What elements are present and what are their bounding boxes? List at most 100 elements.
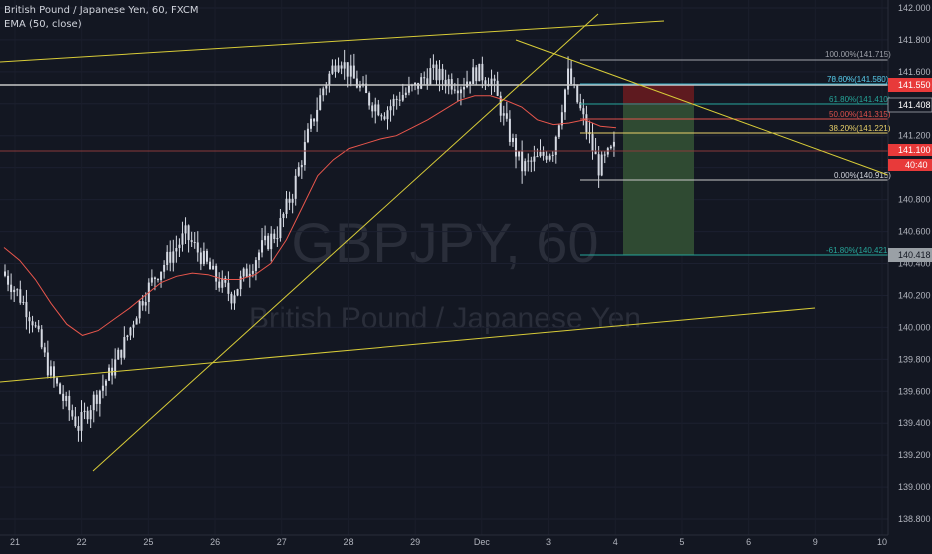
time-axis[interactable]: 21 22 25 26 27 28 29 Dec 3 4 5 6 9 10	[0, 534, 888, 547]
candle-body	[365, 83, 368, 93]
candle-body	[120, 349, 123, 358]
candle-body	[524, 161, 527, 172]
fib-label-0: 0.00%(140.915)	[834, 171, 891, 180]
price-tick-label: 139.600	[898, 386, 931, 396]
candle-body	[163, 264, 166, 272]
candle-body	[420, 77, 423, 89]
candle-body	[209, 261, 212, 270]
candle-body	[233, 295, 236, 304]
candle-body	[175, 248, 178, 252]
candle-body	[423, 77, 426, 79]
candle-body	[52, 366, 55, 379]
price-label-140418: 140.418	[898, 250, 931, 260]
time-tick-label: 5	[679, 537, 684, 547]
candle-body	[609, 146, 612, 149]
price-tick-label: 138.800	[898, 514, 931, 524]
candle-body	[334, 65, 337, 72]
candle-body	[92, 394, 95, 411]
candle-body	[612, 141, 615, 147]
candle-body	[554, 136, 557, 155]
candle-body	[98, 390, 101, 404]
support-diagonal-line[interactable]	[92, 13, 599, 472]
candle-body	[89, 410, 92, 420]
candle-body	[551, 154, 554, 156]
candle-body	[282, 213, 285, 219]
candle-body	[71, 410, 74, 417]
candle-body	[294, 175, 297, 199]
candle-body	[202, 250, 205, 265]
ema-50-line[interactable]	[3, 95, 617, 336]
candle-body	[591, 134, 594, 151]
candle-body	[114, 359, 117, 376]
candle-body	[319, 95, 322, 110]
trendlines[interactable]	[0, 13, 889, 472]
candle-body	[490, 78, 493, 87]
candle-body	[447, 79, 450, 87]
time-tick-label: 28	[343, 537, 353, 547]
time-tick-label: 27	[277, 537, 287, 547]
legend-ema[interactable]: EMA (50, close)	[4, 19, 82, 30]
candle-body	[16, 289, 19, 291]
candle-body	[144, 301, 147, 306]
candle-body	[380, 115, 383, 117]
candle-body	[68, 395, 71, 411]
time-tick-label: 29	[410, 537, 420, 547]
candle-body	[300, 164, 303, 168]
candle-body	[368, 92, 371, 106]
candle-body	[518, 151, 521, 157]
time-tick-label: 26	[210, 537, 220, 547]
resistance-diagonal-line[interactable]	[515, 39, 889, 176]
candle-body	[521, 151, 524, 172]
candle-body	[215, 265, 218, 282]
candle-body	[459, 89, 462, 94]
candle-body	[166, 251, 169, 265]
legend-symbol[interactable]: British Pound / Japanese Yen, 60, FXCM	[4, 5, 199, 16]
candle-body	[499, 95, 502, 116]
candle-body	[74, 416, 77, 427]
candle-body	[502, 113, 505, 116]
candle-body	[123, 337, 126, 358]
position-risk-zone[interactable]	[623, 85, 694, 105]
channel-lower-line[interactable]	[0, 307, 816, 383]
fib-label-786: 78.60%(141.550)	[827, 75, 889, 84]
candle-body	[386, 110, 389, 120]
candle-body	[224, 278, 227, 283]
candle-body	[150, 277, 153, 283]
price-label-141408: 141.408	[898, 100, 931, 110]
candle-body	[358, 85, 361, 88]
price-label-141550-box	[888, 78, 932, 92]
fib-labels: 100.00%(141.715) 78.60%(141.550) 70.00%(…	[825, 50, 891, 255]
candle-body	[276, 238, 279, 240]
candle-body	[435, 64, 438, 81]
candle-body	[126, 335, 129, 338]
price-tick-label: 139.800	[898, 354, 931, 364]
candle-body	[279, 218, 282, 239]
fibonacci-retracement[interactable]	[580, 59, 888, 256]
candle-body	[444, 79, 447, 87]
candle-body	[331, 65, 334, 74]
candle-body	[31, 321, 34, 326]
candle-body	[7, 275, 10, 285]
price-tick-label: 139.400	[898, 418, 931, 428]
candle-body	[484, 80, 487, 84]
candle-body	[245, 268, 248, 277]
candle-body	[28, 317, 31, 322]
channel-upper-line[interactable]	[0, 20, 665, 63]
candle-body	[49, 366, 52, 376]
candle-body	[398, 99, 401, 101]
candle-body	[196, 242, 199, 253]
candle-body	[597, 154, 600, 176]
candle-body	[199, 252, 202, 265]
time-tick-label: 6	[746, 537, 751, 547]
candle-body	[101, 385, 104, 391]
candle-body	[441, 68, 444, 80]
candle-body	[157, 278, 159, 281]
candle-body	[505, 113, 508, 119]
price-label-countdown-box	[888, 159, 932, 171]
candle-body	[254, 260, 257, 271]
candle-body	[236, 289, 239, 296]
price-tick-label: 141.600	[898, 67, 931, 77]
candle-body	[322, 88, 325, 96]
